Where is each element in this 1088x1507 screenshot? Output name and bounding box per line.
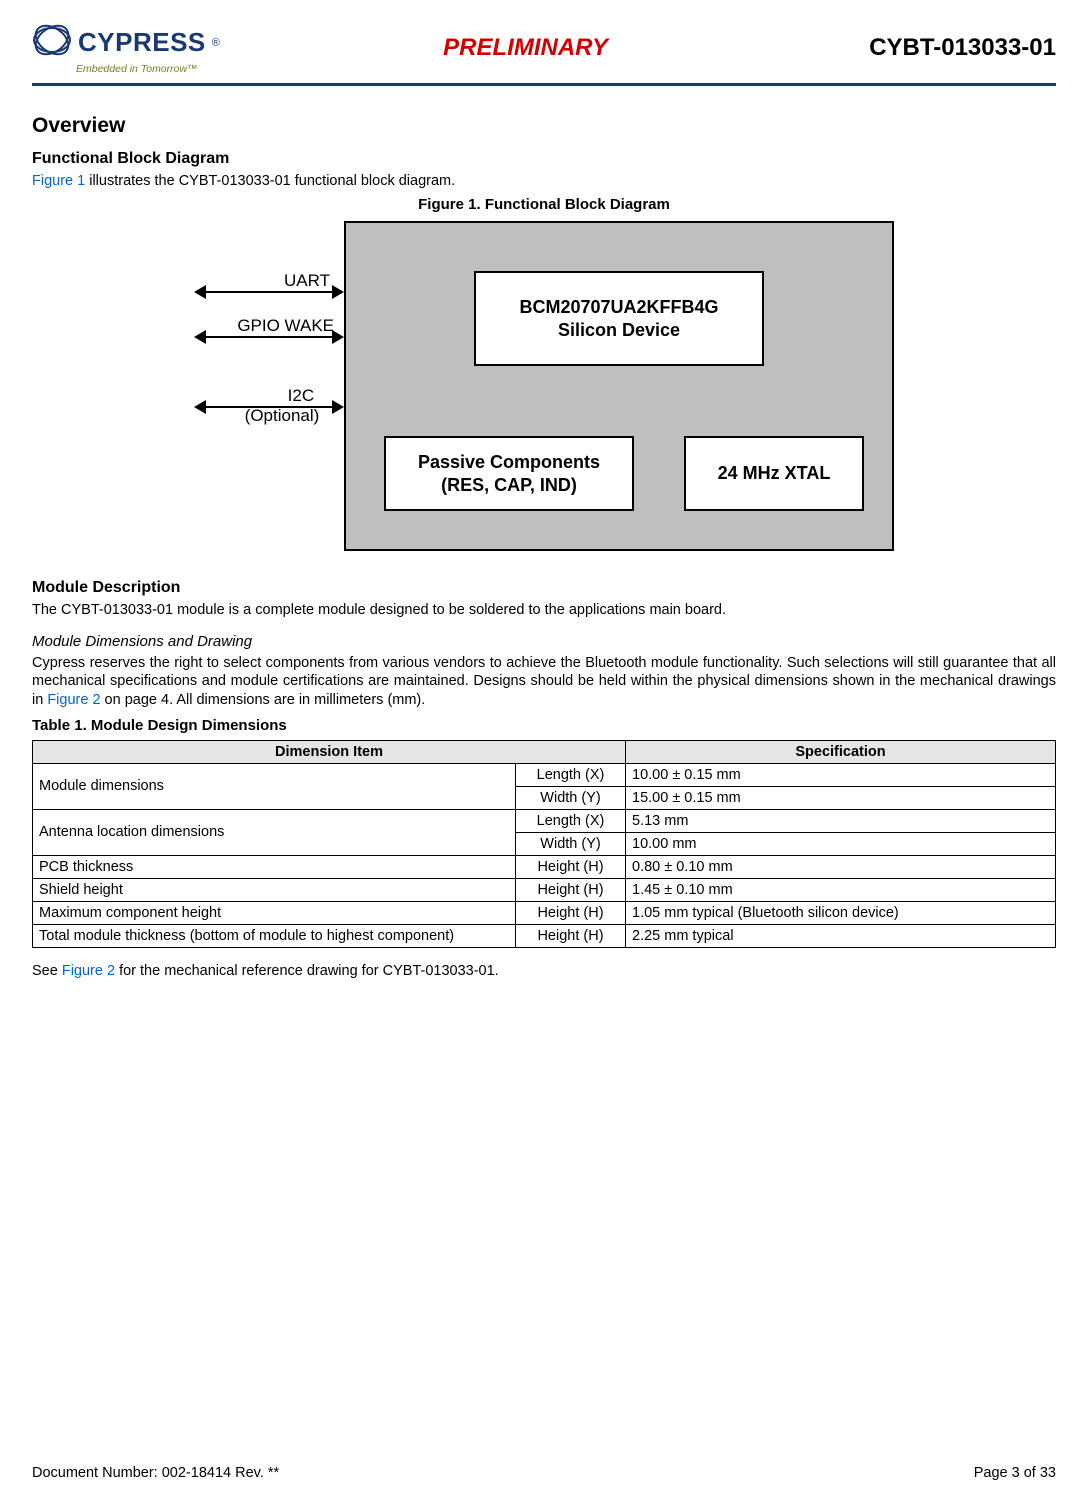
table-row: Maximum component heightHeight (H)1.05 m… — [33, 901, 1056, 924]
logo-icon — [32, 20, 72, 65]
module-description-text: The CYBT-013033-01 module is a complete … — [32, 601, 1056, 619]
logo-brand: CYPRESS — [78, 27, 206, 58]
fbd-intro: Figure 1 illustrates the CYBT-013033-01 … — [32, 172, 1056, 190]
dimension-axis-cell: Height (H) — [516, 855, 626, 878]
arrow-left-icon — [194, 330, 206, 344]
uart-arrow — [206, 291, 332, 293]
table-row: Module dimensionsLength (X)10.00 ± 0.15 … — [33, 763, 1056, 786]
fbd-intro-text: illustrates the CYBT-013033-01 functiona… — [85, 173, 455, 189]
table-header-spec: Specification — [626, 740, 1056, 763]
dimension-item-cell: Total module thickness (bottom of module… — [33, 924, 516, 947]
part-number: CYBT-013033-01 — [869, 34, 1056, 62]
figure1-link[interactable]: Figure 1 — [32, 173, 85, 189]
arrow-left-icon — [194, 285, 206, 299]
dimension-axis-cell: Height (H) — [516, 924, 626, 947]
figure2-link-2[interactable]: Figure 2 — [62, 963, 115, 979]
silicon-device-box: BCM20707UA2KFFB4G Silicon Device — [474, 271, 764, 366]
dimension-item-cell: PCB thickness — [33, 855, 516, 878]
dimensions-paragraph: Cypress reserves the right to select com… — [32, 654, 1056, 708]
uart-label: UART — [234, 271, 330, 291]
dimension-spec-cell: 15.00 ± 0.15 mm — [626, 786, 1056, 809]
preliminary-watermark: PRELIMINARY — [443, 34, 608, 62]
arrow-right-icon — [332, 400, 344, 414]
passive-label-1: Passive Components — [418, 452, 600, 472]
logo-reg-mark: ® — [212, 37, 220, 49]
table-header-item: Dimension Item — [33, 740, 626, 763]
dimension-axis-cell: Length (X) — [516, 763, 626, 786]
table-row: Total module thickness (bottom of module… — [33, 924, 1056, 947]
table-row: Antenna location dimensionsLength (X)5.1… — [33, 809, 1056, 832]
dimension-item-cell: Maximum component height — [33, 901, 516, 924]
dimension-item-cell: Shield height — [33, 878, 516, 901]
xtal-box: 24 MHz XTAL — [684, 436, 864, 511]
fbd-heading: Functional Block Diagram — [32, 150, 1056, 168]
dimension-axis-cell: Height (H) — [516, 901, 626, 924]
dimension-item-cell: Antenna location dimensions — [33, 809, 516, 855]
dimension-spec-cell: 10.00 ± 0.15 mm — [626, 763, 1056, 786]
dimensions-table: Dimension Item Specification Module dime… — [32, 740, 1056, 948]
dimension-spec-cell: 0.80 ± 0.10 mm — [626, 855, 1056, 878]
gpio-wake-label: GPIO WAKE — [214, 316, 334, 336]
block-diagram: BCM20707UA2KFFB4G Silicon Device Passive… — [32, 221, 1056, 551]
see-fig2-pre: See — [32, 963, 62, 979]
gpio-arrow — [206, 336, 332, 338]
table-row: PCB thicknessHeight (H)0.80 ± 0.10 mm — [33, 855, 1056, 878]
figure2-link[interactable]: Figure 2 — [47, 692, 100, 708]
document-number: Document Number: 002-18414 Rev. ** — [32, 1465, 279, 1481]
see-fig2-post: for the mechanical reference drawing for… — [115, 963, 499, 979]
page-number: Page 3 of 33 — [974, 1465, 1056, 1481]
arrow-right-icon — [332, 330, 344, 344]
dimension-spec-cell: 5.13 mm — [626, 809, 1056, 832]
passive-label-2: (RES, CAP, IND) — [441, 475, 577, 495]
overview-heading: Overview — [32, 114, 1056, 138]
page-header: CYPRESS ® Embedded in Tomorrow™ PRELIMINA… — [32, 20, 1056, 86]
xtal-label: 24 MHz XTAL — [718, 462, 831, 485]
module-description-heading: Module Description — [32, 579, 1056, 597]
dimension-item-cell: Module dimensions — [33, 763, 516, 809]
see-figure2: See Figure 2 for the mechanical referenc… — [32, 962, 1056, 980]
passive-components-box: Passive Components (RES, CAP, IND) — [384, 436, 634, 511]
dimension-axis-cell: Width (Y) — [516, 832, 626, 855]
dimension-spec-cell: 10.00 mm — [626, 832, 1056, 855]
logo-block: CYPRESS ® Embedded in Tomorrow™ — [32, 20, 242, 75]
page: CYPRESS ® Embedded in Tomorrow™ PRELIMINA… — [0, 0, 1088, 1507]
arrow-left-icon — [194, 400, 206, 414]
table-row: Shield heightHeight (H)1.45 ± 0.10 mm — [33, 878, 1056, 901]
logo-tagline: Embedded in Tomorrow™ — [76, 63, 198, 75]
dimension-spec-cell: 1.45 ± 0.10 mm — [626, 878, 1056, 901]
arrow-right-icon — [332, 285, 344, 299]
figure1-caption: Figure 1. Functional Block Diagram — [32, 196, 1056, 213]
i2c-arrow — [206, 406, 332, 408]
dimensions-subheading: Module Dimensions and Drawing — [32, 633, 1056, 650]
silicon-label-2: Silicon Device — [558, 320, 680, 340]
page-footer: Document Number: 002-18414 Rev. ** Page … — [32, 1465, 1056, 1481]
dimension-spec-cell: 2.25 mm typical — [626, 924, 1056, 947]
table1-caption: Table 1. Module Design Dimensions — [32, 717, 1056, 734]
dimension-axis-cell: Height (H) — [516, 878, 626, 901]
dimension-spec-cell: 1.05 mm typical (Bluetooth silicon devic… — [626, 901, 1056, 924]
dims-para-post: on page 4. All dimensions are in millime… — [101, 692, 426, 708]
dimension-axis-cell: Width (Y) — [516, 786, 626, 809]
silicon-label-1: BCM20707UA2KFFB4G — [519, 297, 718, 317]
dimension-axis-cell: Length (X) — [516, 809, 626, 832]
